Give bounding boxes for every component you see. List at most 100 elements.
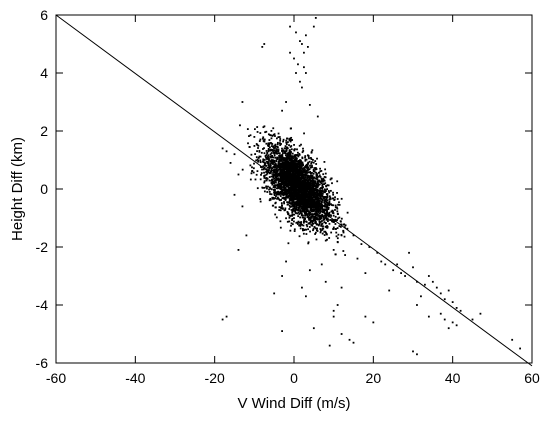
scatter-point	[314, 203, 317, 205]
scatter-point	[301, 176, 304, 179]
scatter-point	[295, 164, 297, 167]
scatter-point	[290, 189, 293, 192]
scatter-point	[322, 216, 325, 219]
scatter-point	[273, 292, 276, 295]
scatter-point	[317, 208, 320, 211]
scatter-point	[270, 170, 273, 173]
scatter-point	[309, 174, 312, 177]
scatter-point	[262, 148, 264, 150]
scatter-point	[273, 197, 275, 200]
scatter-point	[274, 171, 277, 174]
scatter-point	[285, 149, 288, 152]
scatter-point	[308, 226, 311, 228]
scatter-point	[288, 208, 291, 210]
scatter-point	[451, 321, 454, 324]
scatter-point	[296, 170, 299, 173]
scatter-point	[290, 175, 293, 178]
scatter-point	[334, 220, 337, 222]
scatter-point	[332, 315, 335, 318]
scatter-point	[273, 153, 276, 155]
scatter-point	[303, 189, 306, 192]
scatter-point	[327, 215, 330, 218]
scatter-point	[334, 196, 336, 199]
scatter-point	[323, 209, 326, 212]
scatter-point	[291, 223, 294, 226]
scatter-point	[311, 204, 314, 207]
scatter-point	[282, 149, 285, 152]
scatter-point	[319, 207, 322, 210]
scatter-point	[300, 178, 303, 181]
scatter-point	[290, 136, 293, 139]
scatter-point	[331, 182, 333, 185]
scatter-point	[309, 221, 312, 224]
scatter-point	[267, 158, 270, 161]
scatter-point	[271, 162, 274, 165]
scatter-point	[252, 171, 255, 174]
scatter-point	[439, 292, 442, 295]
scatter-point	[300, 181, 302, 184]
scatter-point	[327, 220, 329, 223]
scatter-point	[339, 220, 342, 223]
scatter-point	[300, 160, 302, 163]
scatter-point	[291, 158, 293, 161]
scatter-point	[274, 206, 277, 209]
scatter-point	[290, 139, 293, 141]
scatter-point	[310, 213, 313, 216]
scatter-point	[479, 312, 482, 315]
scatter-point	[291, 166, 293, 169]
scatter-point	[304, 195, 307, 198]
scatter-point	[313, 170, 316, 173]
scatter-point	[315, 211, 318, 214]
scatter-point	[304, 228, 306, 231]
scatter-point	[336, 206, 338, 209]
scatter-point	[276, 167, 278, 170]
scatter-point	[292, 182, 295, 185]
scatter-point	[289, 168, 292, 171]
scatter-point	[364, 315, 367, 318]
scatter-point	[328, 195, 331, 198]
scatter-point	[305, 233, 308, 235]
scatter-point	[286, 167, 289, 170]
scatter-point	[323, 161, 326, 163]
scatter-point	[288, 177, 291, 179]
scatter-point	[296, 175, 299, 178]
scatter-point	[313, 167, 316, 169]
scatter-point	[273, 182, 275, 185]
scatter-point	[271, 182, 274, 185]
scatter-point	[237, 249, 240, 251]
scatter-point	[321, 199, 324, 202]
scatter-point	[275, 179, 277, 182]
scatter-point	[289, 184, 292, 186]
scatter-point	[291, 217, 294, 220]
scatter-point	[256, 187, 259, 190]
scatter-point	[251, 170, 253, 173]
scatter-point	[312, 168, 315, 171]
scatter-point	[301, 192, 304, 195]
scatter-point	[263, 175, 265, 177]
scatter-point	[296, 221, 299, 224]
scatter-point	[288, 165, 291, 168]
scatter-point	[320, 203, 323, 206]
scatter-point	[308, 193, 311, 196]
scatter-point	[323, 176, 326, 178]
scatter-point	[314, 177, 317, 180]
scatter-point	[285, 143, 288, 146]
scatter-point	[319, 176, 322, 178]
scatter-point	[291, 203, 294, 205]
scatter-point	[323, 234, 326, 236]
scatter-point	[296, 192, 299, 194]
scatter-point	[321, 229, 324, 231]
scatter-point	[307, 222, 310, 225]
scatter-point	[299, 180, 302, 183]
scatter-point	[346, 211, 349, 214]
scatter-point	[329, 219, 331, 221]
scatter-point	[311, 158, 314, 161]
scatter-point	[320, 206, 323, 209]
scatter-point	[305, 158, 308, 161]
scatter-point	[267, 185, 269, 188]
scatter-point	[307, 205, 310, 208]
scatter-point	[293, 197, 295, 200]
scatter-point	[302, 228, 304, 230]
scatter-point	[281, 183, 284, 186]
scatter-point	[304, 164, 307, 167]
